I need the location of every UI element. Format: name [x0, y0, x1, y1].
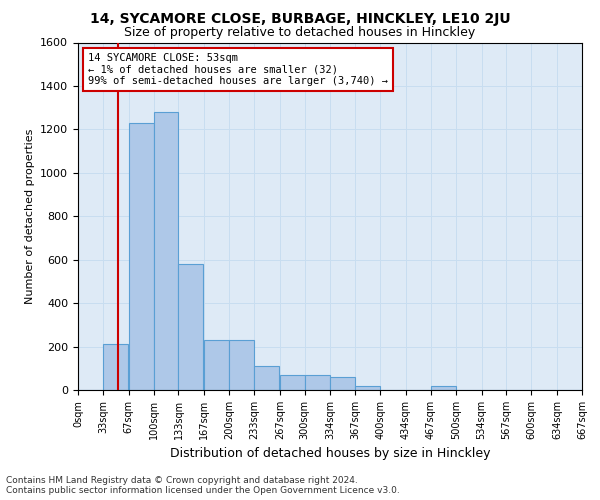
Bar	[154, 112, 178, 390]
Bar	[178, 264, 203, 390]
Bar	[204, 340, 229, 390]
Bar	[331, 377, 355, 390]
Bar	[254, 366, 279, 390]
Bar	[103, 344, 128, 390]
Y-axis label: Number of detached properties: Number of detached properties	[25, 128, 35, 304]
Text: 14, SYCAMORE CLOSE, BURBAGE, HINCKLEY, LE10 2JU: 14, SYCAMORE CLOSE, BURBAGE, HINCKLEY, L…	[89, 12, 511, 26]
Text: Contains HM Land Registry data © Crown copyright and database right 2024.: Contains HM Land Registry data © Crown c…	[6, 476, 358, 485]
Bar	[355, 386, 380, 390]
Bar	[280, 375, 305, 390]
X-axis label: Distribution of detached houses by size in Hinckley: Distribution of detached houses by size …	[170, 448, 490, 460]
Text: 14 SYCAMORE CLOSE: 53sqm
← 1% of detached houses are smaller (32)
99% of semi-de: 14 SYCAMORE CLOSE: 53sqm ← 1% of detache…	[88, 53, 388, 86]
Text: Size of property relative to detached houses in Hinckley: Size of property relative to detached ho…	[124, 26, 476, 39]
Text: Contains public sector information licensed under the Open Government Licence v3: Contains public sector information licen…	[6, 486, 400, 495]
Bar	[229, 340, 254, 390]
Bar	[305, 375, 329, 390]
Bar	[128, 123, 154, 390]
Bar	[431, 386, 456, 390]
